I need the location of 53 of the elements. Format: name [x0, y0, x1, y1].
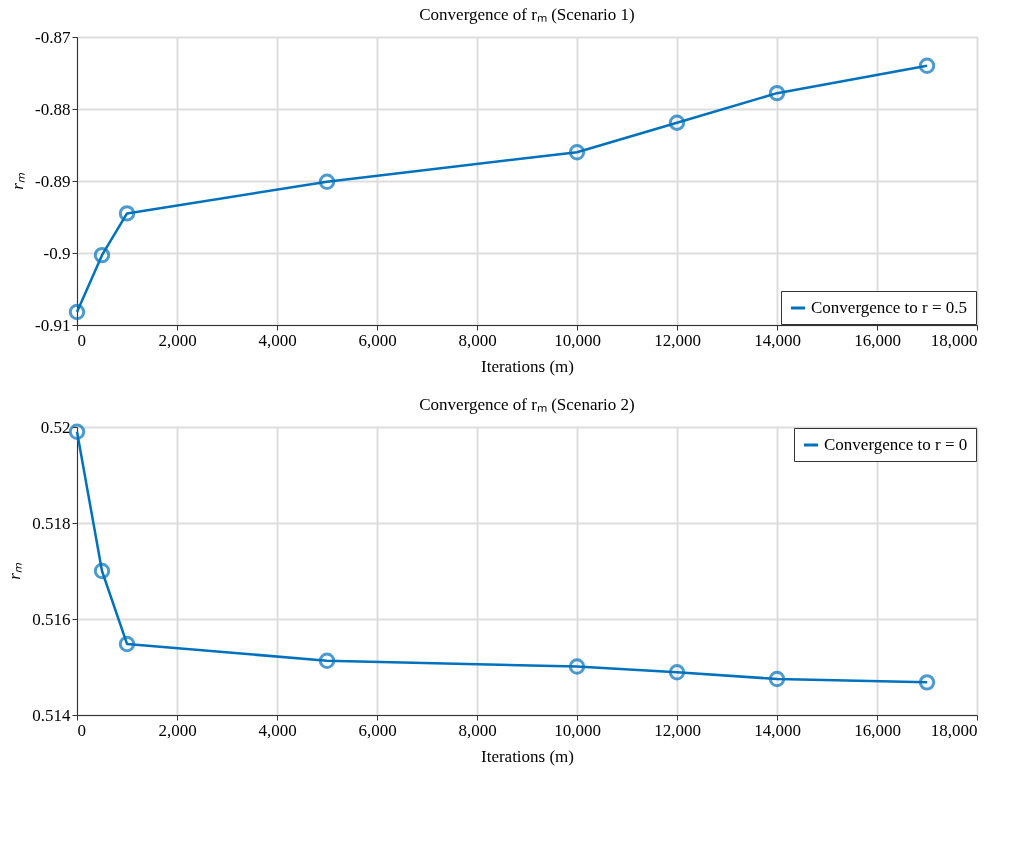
point	[918, 57, 936, 74]
chart-title: Convergence of rₘ (Scenario 2)	[419, 395, 635, 414]
x-tick-label: 14,000	[754, 330, 801, 350]
y-tick-label: -0.89	[35, 171, 71, 191]
point	[568, 658, 586, 675]
x-tick-label: 8,000	[458, 720, 497, 740]
y-tick-label: 0.52	[40, 417, 71, 437]
x-tick-label: 18,000	[930, 330, 978, 350]
point	[118, 635, 136, 653]
y-tick-label: 0.514	[32, 705, 71, 725]
chart-title: Convergence of rₘ (Scenario 1)	[419, 5, 635, 24]
x-tick-label: 6,000	[358, 330, 397, 350]
x-tick-label: 10,000	[554, 720, 601, 740]
x-tick-label: 16,000	[854, 720, 901, 740]
x-tick-label: 8,000	[458, 330, 497, 350]
point	[68, 423, 86, 440]
point	[768, 84, 786, 102]
x-tick-label: 16,000	[854, 330, 901, 350]
point	[918, 674, 936, 691]
y-tick-label: -0.88	[35, 99, 71, 119]
point	[568, 144, 586, 161]
x-tick-label: 4,000	[258, 720, 297, 740]
legend-label: Convergence to r = 0	[824, 435, 968, 454]
x-tick-label: 2,000	[158, 330, 197, 350]
legend-label: Convergence to r = 0.5	[811, 298, 968, 317]
y-tick-label: 0.518	[32, 513, 71, 533]
x-axis-title: Iterations (m)	[481, 746, 574, 766]
x-tick-label: 10,000	[554, 330, 601, 350]
x-axis-title: Iterations (m)	[481, 356, 574, 376]
x-tick-label: 12,000	[654, 330, 701, 350]
point	[93, 562, 111, 580]
x-tick-label: 6,000	[358, 720, 397, 740]
x-tick-label: 4,000	[258, 330, 297, 350]
y-tick-label: -0.9	[43, 243, 71, 263]
x-tick-label: 0	[77, 330, 86, 350]
y-axis-title: rₘ	[8, 172, 28, 190]
y-tick-label: 0.516	[32, 609, 71, 629]
x-tick-label: 14,000	[754, 720, 801, 740]
point	[93, 246, 111, 264]
y-tick-label: -0.91	[35, 315, 71, 335]
x-tick-label: 18,000	[930, 720, 978, 740]
y-tick-label: -0.87	[35, 27, 71, 47]
point	[118, 205, 136, 222]
point	[318, 652, 336, 669]
x-tick-label: 2,000	[158, 720, 197, 740]
x-tick-label: 0	[77, 720, 86, 740]
y-axis-title: rₘ	[5, 562, 25, 580]
point	[68, 303, 86, 321]
point	[668, 114, 686, 131]
x-tick-label: 12,000	[654, 720, 701, 740]
point	[668, 664, 686, 681]
point	[318, 173, 336, 190]
point	[768, 670, 786, 688]
